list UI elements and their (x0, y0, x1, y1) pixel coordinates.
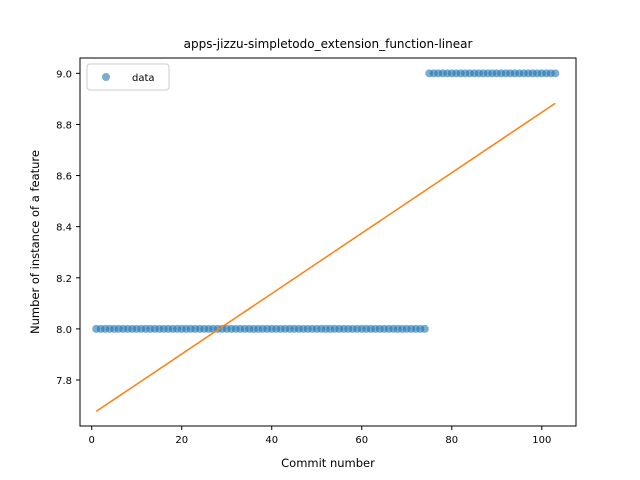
y-axis-label: Number of instance of a feature (28, 150, 42, 334)
data-point (420, 324, 429, 333)
chart-title: apps-jizzu-simpletodo_extension_function… (184, 37, 473, 51)
x-tick-label: 100 (532, 435, 551, 446)
plot-area (92, 69, 560, 413)
legend: data (86, 63, 170, 91)
y-tick-label: 8.2 (56, 274, 72, 285)
legend-box (86, 63, 170, 91)
y-tick-label: 8.6 (56, 172, 72, 183)
legend-label-data: data (132, 73, 155, 84)
y-tick-label: 7.8 (56, 376, 72, 387)
x-tick-label: 20 (175, 435, 188, 446)
x-tick-label: 40 (265, 435, 278, 446)
axes: 0 20 40 60 80 100 7.8 8.0 8.2 8.4 8.6 8.8 9.0 (56, 57, 577, 446)
y-tick-label: 8.4 (56, 223, 72, 234)
x-axis-label: Commit number (281, 456, 375, 470)
x-tick-label: 80 (445, 435, 458, 446)
x-tick-label: 60 (355, 435, 368, 446)
y-tick-label: 9.0 (56, 69, 72, 80)
plot-frame (79, 57, 577, 427)
legend-marker-data (102, 73, 110, 81)
x-tick-label: 0 (89, 435, 95, 446)
fit-line (95, 102, 556, 413)
data-point (551, 69, 560, 78)
y-tick-label: 8.8 (56, 120, 72, 131)
y-tick-label: 8.0 (56, 325, 72, 336)
